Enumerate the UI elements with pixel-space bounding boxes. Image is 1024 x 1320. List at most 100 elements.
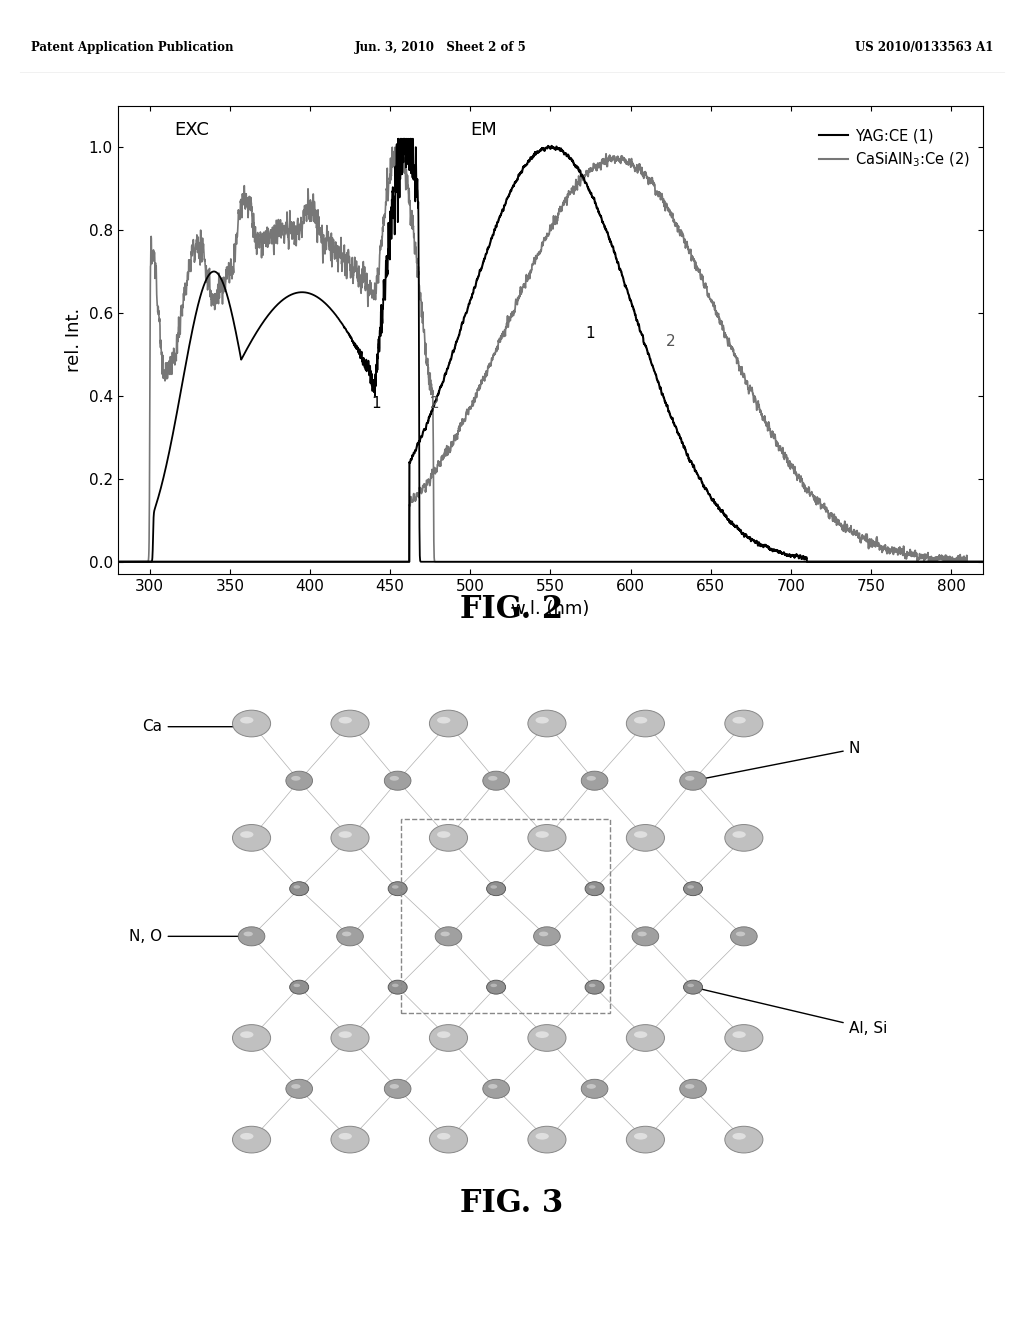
Text: N, O: N, O xyxy=(129,929,249,944)
Ellipse shape xyxy=(339,1133,352,1139)
Ellipse shape xyxy=(585,981,604,994)
Ellipse shape xyxy=(437,1031,451,1038)
Ellipse shape xyxy=(384,771,411,791)
Ellipse shape xyxy=(239,927,265,946)
Ellipse shape xyxy=(634,717,647,723)
Ellipse shape xyxy=(240,832,254,838)
Ellipse shape xyxy=(390,776,399,780)
Ellipse shape xyxy=(240,717,254,723)
Ellipse shape xyxy=(437,1133,451,1139)
Ellipse shape xyxy=(437,717,451,723)
Ellipse shape xyxy=(337,927,364,946)
Ellipse shape xyxy=(589,886,596,888)
Ellipse shape xyxy=(736,932,745,936)
Ellipse shape xyxy=(286,771,312,791)
Ellipse shape xyxy=(488,1084,498,1089)
Ellipse shape xyxy=(680,1080,707,1098)
Ellipse shape xyxy=(732,832,745,838)
Ellipse shape xyxy=(582,1080,608,1098)
Legend: YAG:CE (1), CaSiAlN$_3$:Ce (2): YAG:CE (1), CaSiAlN$_3$:Ce (2) xyxy=(813,123,976,174)
Ellipse shape xyxy=(482,1080,510,1098)
Ellipse shape xyxy=(482,771,510,791)
Ellipse shape xyxy=(685,1084,694,1089)
Ellipse shape xyxy=(725,710,763,737)
Ellipse shape xyxy=(539,932,548,936)
Ellipse shape xyxy=(528,1126,566,1152)
Ellipse shape xyxy=(429,1126,468,1152)
Ellipse shape xyxy=(528,1024,566,1051)
Ellipse shape xyxy=(342,932,351,936)
Ellipse shape xyxy=(725,825,763,851)
Ellipse shape xyxy=(536,1133,549,1139)
Ellipse shape xyxy=(634,832,647,838)
Ellipse shape xyxy=(687,886,694,888)
Text: EXC: EXC xyxy=(174,120,209,139)
Text: FIG. 3: FIG. 3 xyxy=(461,1188,563,1220)
Ellipse shape xyxy=(634,1031,647,1038)
Ellipse shape xyxy=(685,776,694,780)
Ellipse shape xyxy=(488,776,498,780)
Ellipse shape xyxy=(232,1024,270,1051)
Ellipse shape xyxy=(392,983,398,987)
Ellipse shape xyxy=(632,927,658,946)
Ellipse shape xyxy=(429,825,468,851)
Ellipse shape xyxy=(587,776,596,780)
Ellipse shape xyxy=(486,981,506,994)
Text: 1: 1 xyxy=(371,396,381,412)
Ellipse shape xyxy=(244,932,253,936)
Ellipse shape xyxy=(627,710,665,737)
Ellipse shape xyxy=(290,882,308,896)
Ellipse shape xyxy=(732,1133,745,1139)
Ellipse shape xyxy=(429,1024,468,1051)
Ellipse shape xyxy=(232,710,270,737)
Ellipse shape xyxy=(634,1133,647,1139)
Text: EM: EM xyxy=(470,120,497,139)
Text: Ca: Ca xyxy=(142,719,249,734)
Ellipse shape xyxy=(536,717,549,723)
Ellipse shape xyxy=(232,825,270,851)
Ellipse shape xyxy=(528,710,566,737)
X-axis label: w.l. (nm): w.l. (nm) xyxy=(511,599,590,618)
Ellipse shape xyxy=(437,832,451,838)
Ellipse shape xyxy=(687,983,694,987)
Ellipse shape xyxy=(339,1031,352,1038)
Bar xyxy=(400,818,610,1012)
Text: 2: 2 xyxy=(666,334,676,348)
Ellipse shape xyxy=(388,882,408,896)
Ellipse shape xyxy=(286,1080,312,1098)
Text: 1: 1 xyxy=(586,326,595,341)
Ellipse shape xyxy=(486,882,506,896)
Ellipse shape xyxy=(331,1126,369,1152)
Ellipse shape xyxy=(730,927,757,946)
Ellipse shape xyxy=(240,1031,254,1038)
Ellipse shape xyxy=(627,1024,665,1051)
Ellipse shape xyxy=(440,932,450,936)
Ellipse shape xyxy=(290,981,308,994)
Y-axis label: rel. Int.: rel. Int. xyxy=(66,308,83,372)
Ellipse shape xyxy=(732,1031,745,1038)
Ellipse shape xyxy=(627,1126,665,1152)
Ellipse shape xyxy=(637,932,647,936)
Ellipse shape xyxy=(490,886,497,888)
Text: Patent Application Publication: Patent Application Publication xyxy=(31,41,233,54)
Ellipse shape xyxy=(627,825,665,851)
Ellipse shape xyxy=(589,983,596,987)
Text: Jun. 3, 2010   Sheet 2 of 5: Jun. 3, 2010 Sheet 2 of 5 xyxy=(354,41,526,54)
Ellipse shape xyxy=(725,1126,763,1152)
Text: US 2010/0133563 A1: US 2010/0133563 A1 xyxy=(855,41,993,54)
Ellipse shape xyxy=(291,1084,300,1089)
Ellipse shape xyxy=(331,825,369,851)
Text: 2: 2 xyxy=(430,396,440,412)
Ellipse shape xyxy=(390,1084,399,1089)
Ellipse shape xyxy=(240,1133,254,1139)
Ellipse shape xyxy=(536,832,549,838)
Ellipse shape xyxy=(732,717,745,723)
Ellipse shape xyxy=(534,927,560,946)
Ellipse shape xyxy=(435,927,462,946)
Ellipse shape xyxy=(331,710,369,737)
Ellipse shape xyxy=(429,710,468,737)
Ellipse shape xyxy=(291,776,300,780)
Ellipse shape xyxy=(490,983,497,987)
Ellipse shape xyxy=(388,981,408,994)
Text: Al, Si: Al, Si xyxy=(695,987,887,1036)
